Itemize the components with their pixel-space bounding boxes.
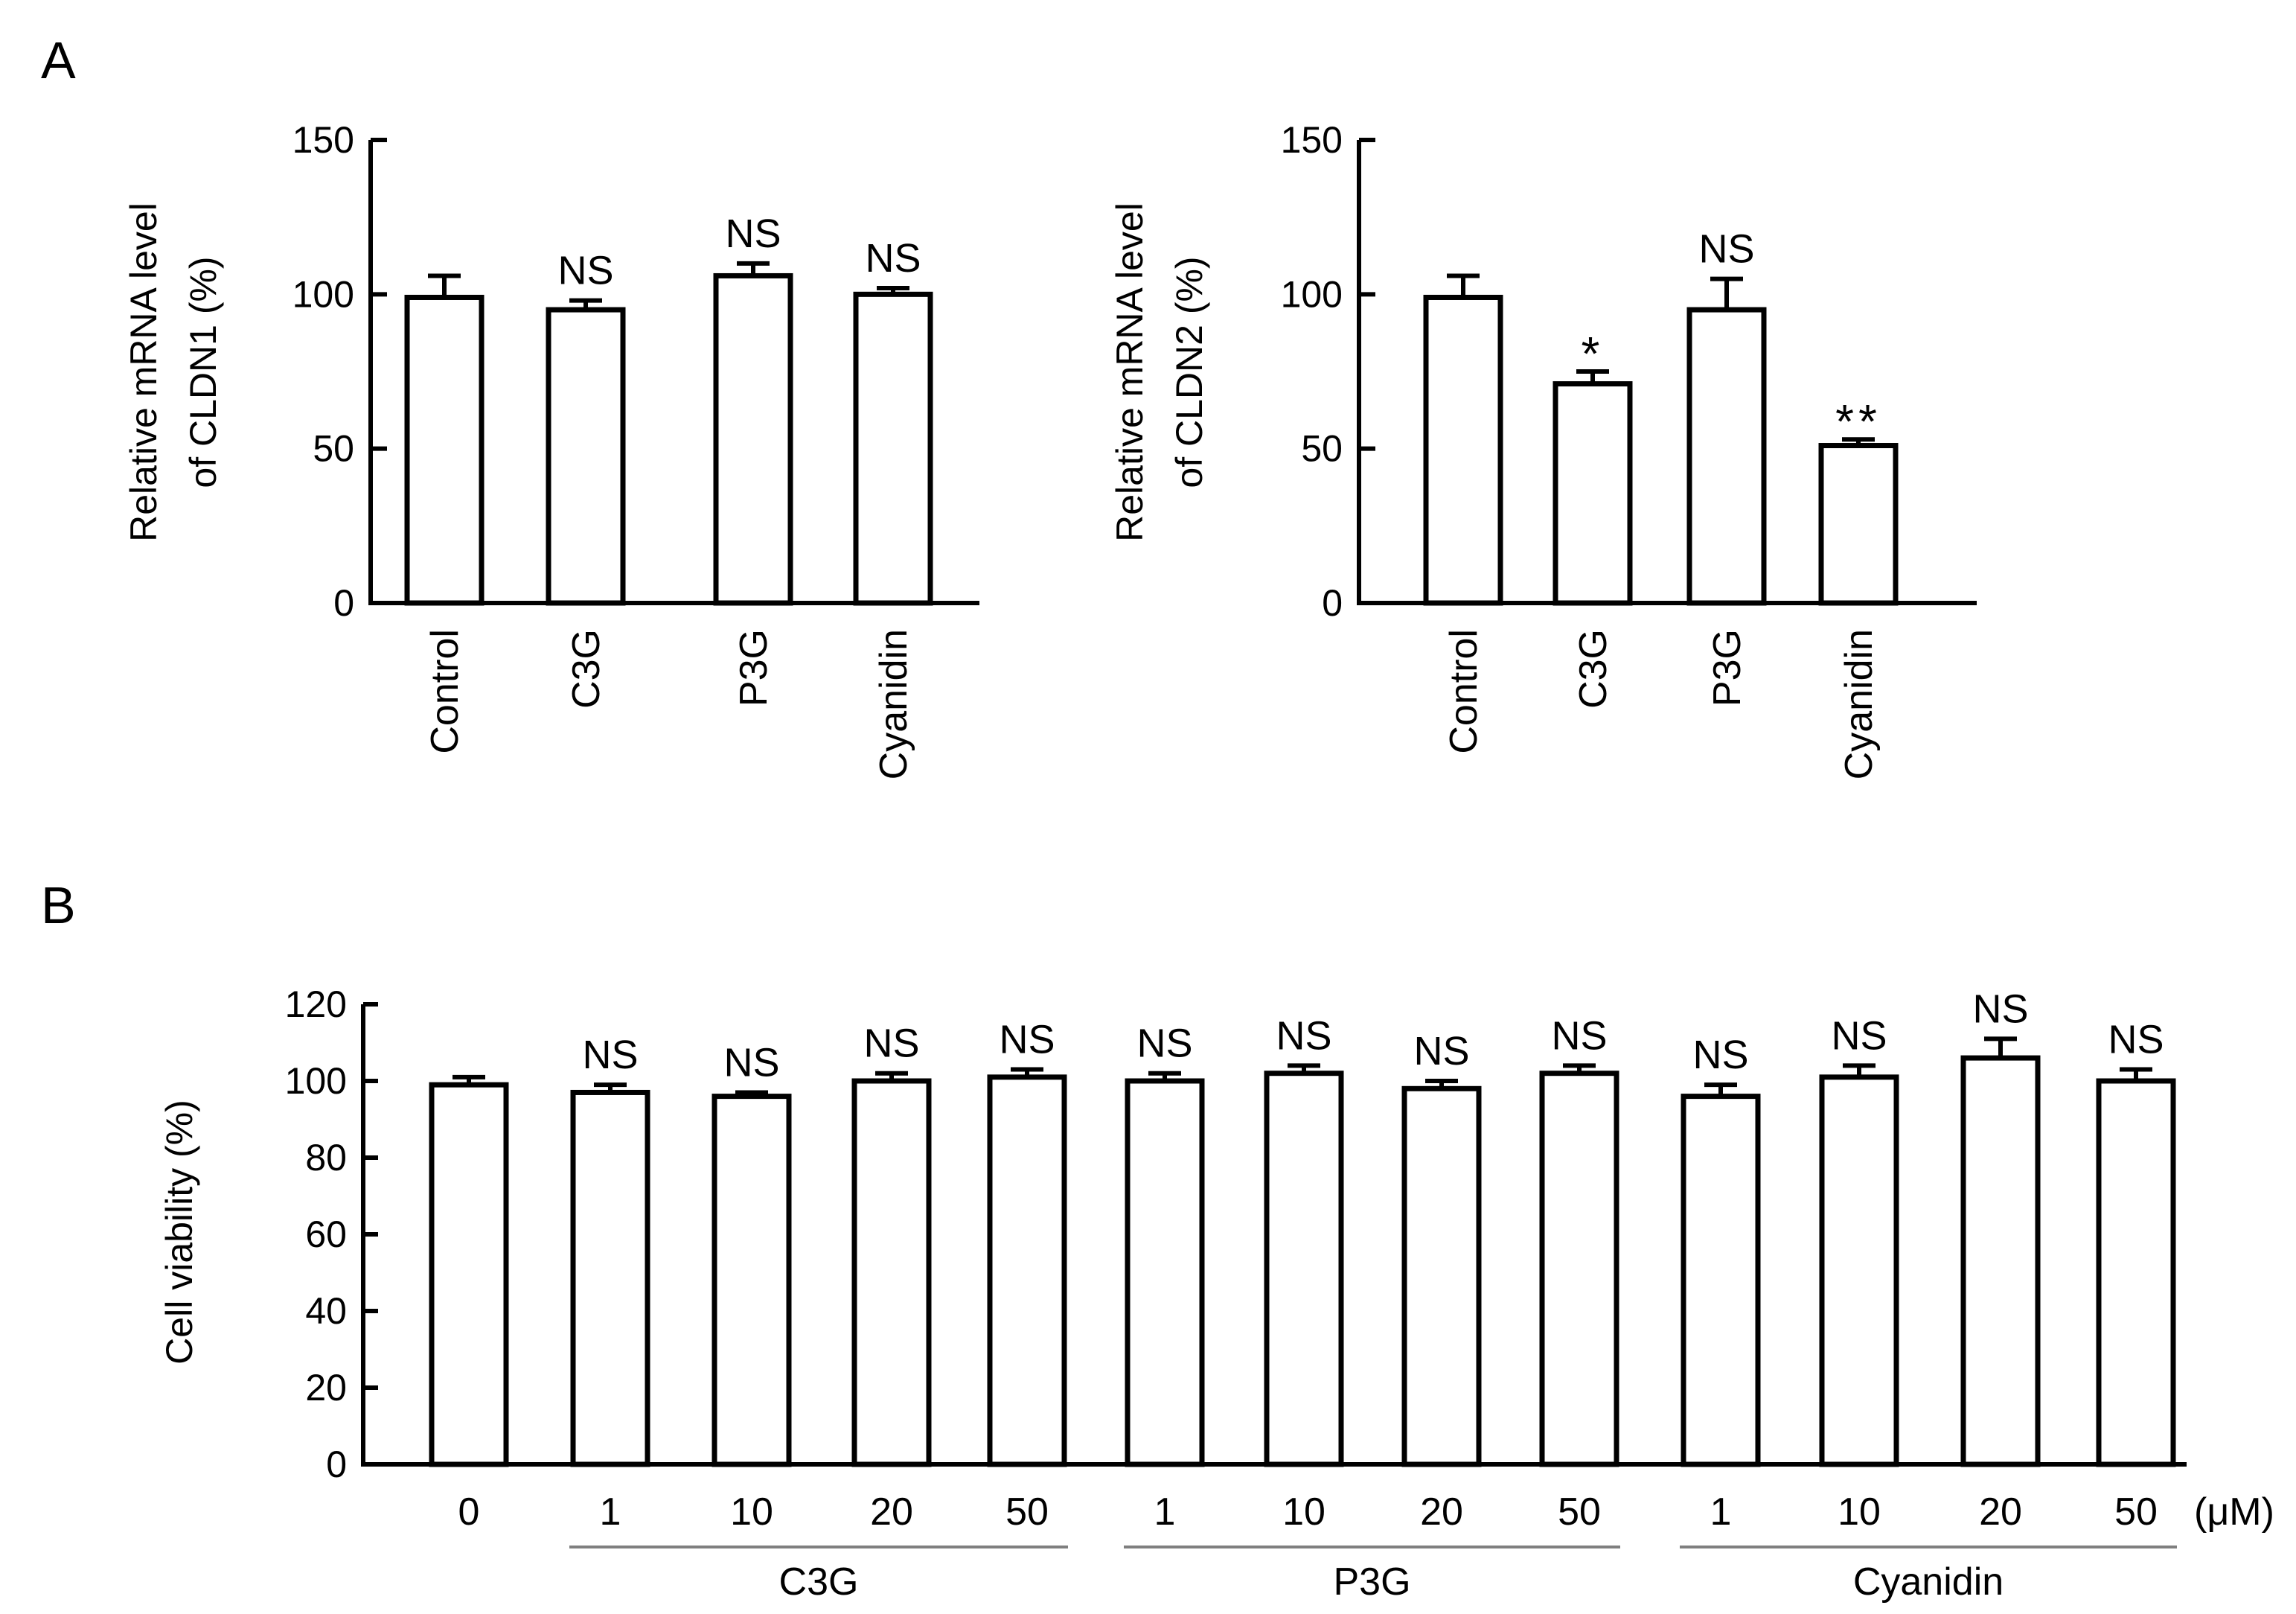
chart-cldn1: A 0 50 100 150 Relative mRNA level of CLDN1 (%…	[41, 31, 979, 779]
x-tick-label: Control	[423, 629, 467, 754]
bar	[711, 1094, 792, 1467]
significance-label: NS	[2108, 1018, 2164, 1062]
bar	[987, 1074, 1067, 1467]
x-tick-label: 1	[600, 1490, 621, 1534]
significance-label: NS	[1692, 1033, 1748, 1077]
significance-label: *	[1582, 327, 1605, 380]
y-axis-label: Cell viability (%)	[159, 1100, 200, 1365]
bar	[1818, 443, 1899, 606]
y-axis-label-line2: of CLDN1 (%)	[182, 256, 224, 488]
bar	[404, 294, 485, 606]
group-label: P3G	[1333, 1560, 1410, 1604]
x-tick-label: C3G	[565, 629, 608, 709]
y-tick-label: 120	[285, 983, 347, 1025]
significance-label: NS	[1831, 1013, 1887, 1058]
group-label: C3G	[779, 1560, 859, 1604]
y-tick-label: 40	[305, 1290, 347, 1332]
y-tick-label: 80	[305, 1137, 347, 1178]
x-tick-label: 20	[870, 1490, 913, 1534]
y-tick-label: 50	[313, 428, 354, 470]
x-tick-label: Control	[1442, 629, 1486, 754]
x-tick-label: 0	[458, 1490, 480, 1534]
y-tick-label: 0	[333, 582, 354, 624]
bar	[1819, 1074, 1899, 1467]
bar	[851, 1078, 932, 1467]
y-tick-label: 50	[1301, 428, 1343, 470]
y-axis-label-line1: Relative mRNA level	[123, 202, 164, 542]
x-tick-label: C3G	[1572, 629, 1615, 709]
significance-label: NS	[1551, 1013, 1607, 1058]
x-tick-label: 20	[1420, 1490, 1463, 1534]
y-tick-label: 0	[1322, 582, 1343, 624]
x-tick-label: 1	[1710, 1490, 1732, 1534]
bar	[1264, 1071, 1344, 1467]
bar	[1552, 381, 1633, 606]
group-label: Cyanidin	[1853, 1560, 2004, 1604]
bar	[1125, 1078, 1205, 1467]
y-tick-label: 100	[292, 273, 354, 315]
significance-label: NS	[725, 211, 781, 256]
panel-label: A	[41, 31, 76, 89]
y-tick-label: 0	[326, 1444, 347, 1485]
bar	[853, 291, 933, 606]
significance-label: NS	[1136, 1021, 1192, 1066]
y-tick-label: 100	[285, 1060, 347, 1102]
bar	[713, 272, 793, 606]
x-tick-label: 50	[2114, 1490, 2158, 1534]
x-tick-label: 1	[1154, 1490, 1176, 1534]
significance-label: NS	[865, 236, 921, 281]
significance-label: NS	[1413, 1029, 1469, 1074]
x-tick-label: 50	[1558, 1490, 1601, 1534]
y-tick-label: 60	[305, 1213, 347, 1255]
y-axis-label-line2: of CLDN2 (%)	[1168, 256, 1210, 488]
x-tick-label: 10	[1282, 1490, 1326, 1534]
y-axis-label-line1: Relative mRNA level	[1109, 202, 1151, 542]
bar	[1960, 1055, 2041, 1467]
significance-label: **	[1835, 395, 1881, 448]
chart-cldn2: 0 50 100 150 Relative mRNA level of CLDN2 (%)…	[1109, 119, 1977, 779]
significance-label: NS	[863, 1021, 919, 1066]
y-tick-label: 150	[1281, 119, 1343, 161]
bar	[429, 1082, 509, 1467]
bar	[546, 307, 626, 606]
unit-label: (μM)	[2194, 1490, 2274, 1534]
x-tick-label: Cyanidin	[1838, 629, 1881, 779]
significance-label: NS	[582, 1033, 638, 1077]
bar	[1423, 294, 1503, 606]
bar	[570, 1089, 650, 1467]
x-tick-label: P3G	[1706, 629, 1749, 706]
x-tick-label: Cyanidin	[872, 629, 915, 779]
bar	[2096, 1078, 2176, 1467]
x-tick-label: 20	[1979, 1490, 2022, 1534]
significance-label: NS	[999, 1018, 1055, 1062]
x-tick-label: 10	[730, 1490, 773, 1534]
significance-label: NS	[1972, 986, 2028, 1031]
significance-label: NS	[1276, 1013, 1331, 1058]
bar	[1681, 1094, 1761, 1467]
bar	[1539, 1071, 1619, 1467]
y-tick-label: 100	[1281, 273, 1343, 315]
y-tick-label: 20	[305, 1367, 347, 1409]
bar	[1686, 307, 1767, 606]
x-tick-label: 50	[1005, 1490, 1049, 1534]
x-tick-label: P3G	[732, 629, 776, 706]
significance-label: NS	[1698, 227, 1754, 272]
panel-label: B	[41, 876, 76, 934]
significance-label: NS	[557, 249, 613, 293]
bar	[1401, 1085, 1482, 1467]
significance-label: NS	[723, 1040, 779, 1085]
x-tick-label: 10	[1838, 1490, 1881, 1534]
y-tick-label: 150	[292, 119, 354, 161]
